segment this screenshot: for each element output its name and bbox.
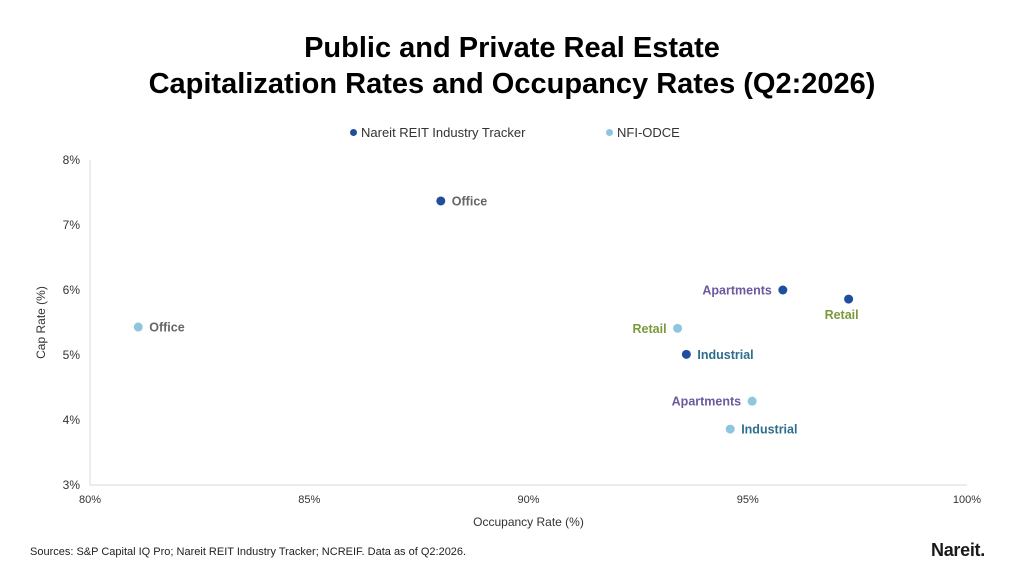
- chart-title-line-2: Capitalization Rates and Occupancy Rates…: [148, 68, 876, 100]
- x-tick-label: 90%: [517, 494, 539, 506]
- y-tick-label: 4%: [63, 413, 81, 427]
- data-label: Office: [452, 194, 487, 208]
- x-tick-label: 95%: [737, 494, 759, 506]
- legend-marker-nareit: [350, 129, 357, 136]
- legend-label-nareit: Nareit REIT Industry Tracker: [361, 125, 526, 140]
- data-label: Office: [149, 321, 184, 335]
- legend: Nareit REIT Industry Tracker NFI-ODCE: [0, 125, 1024, 143]
- legend-item-nareit: Nareit REIT Industry Tracker: [350, 125, 525, 140]
- data-point: [778, 285, 788, 295]
- data-label: Retail: [825, 308, 859, 322]
- legend-label-nfi-odce: NFI-ODCE: [617, 125, 680, 140]
- data-point: [436, 196, 446, 206]
- data-point: [725, 424, 735, 434]
- x-tick-label: 85%: [298, 494, 320, 506]
- data-point: [673, 323, 683, 333]
- x-tick-label: 100%: [953, 494, 981, 506]
- data-label: Industrial: [697, 348, 753, 362]
- y-tick-label: 3%: [63, 478, 81, 492]
- data-point: [681, 349, 691, 359]
- y-tick-label: 6%: [63, 283, 81, 297]
- legend-marker-nfi-odce: [606, 129, 613, 136]
- x-tick-label: 80%: [79, 494, 101, 506]
- chart-title-line-1: Public and Private Real Estate: [304, 32, 720, 64]
- data-point: [133, 322, 143, 332]
- y-tick-label: 5%: [63, 348, 81, 362]
- legend-item-nfi-odce: NFI-ODCE: [606, 125, 680, 140]
- data-point: [747, 396, 757, 406]
- y-tick-label: 7%: [63, 218, 81, 232]
- y-axis-title: Cap Rate (%): [34, 286, 48, 359]
- nareit-logo: Nareit.: [931, 540, 985, 560]
- x-axis-title: Occupancy Rate (%): [473, 515, 584, 529]
- data-point: [844, 294, 854, 304]
- data-label: Retail: [633, 322, 667, 336]
- data-label: Industrial: [741, 423, 797, 437]
- chart-title: Public and Private Real Estate Capitaliz…: [0, 30, 1024, 102]
- source-note: Sources: S&P Capital IQ Pro; Nareit REIT…: [30, 546, 467, 558]
- data-label: Apartments: [672, 395, 742, 409]
- y-tick-label: 8%: [63, 153, 81, 167]
- data-label: Apartments: [702, 284, 772, 298]
